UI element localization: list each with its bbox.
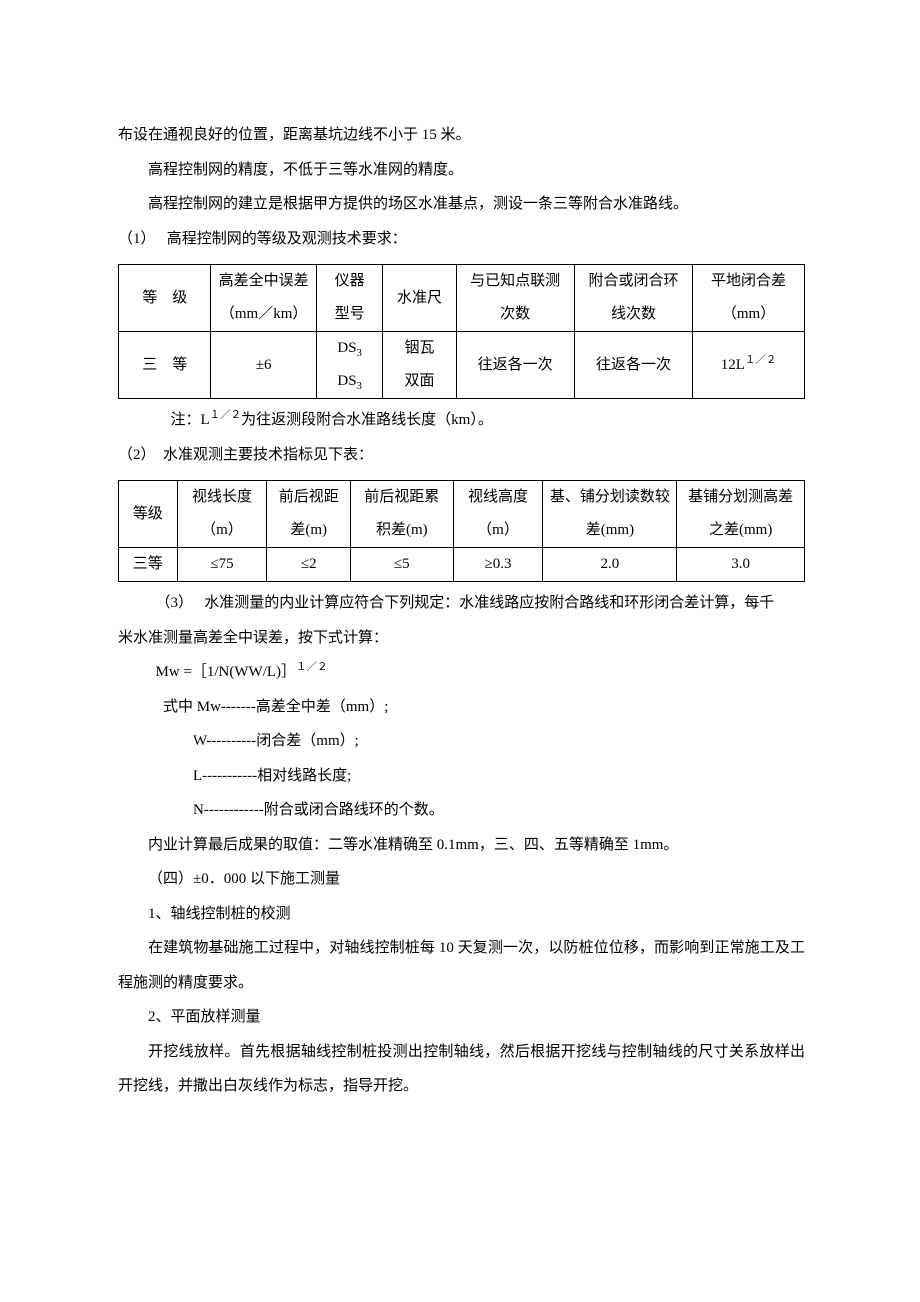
- table-cell: ≤75: [177, 548, 267, 582]
- table-header: 视线高度 （m）: [453, 481, 543, 548]
- cell-line: 型号: [335, 306, 365, 322]
- cell-line: 视线高度: [468, 489, 528, 505]
- table-cell: ±6: [211, 332, 316, 399]
- table-note: 注：L１／２为往返测段附合水准路线长度（km）。: [118, 403, 805, 438]
- cell-line: 铟瓦: [404, 340, 434, 356]
- table-header: 基、铺分划读数较 差(mm): [543, 481, 677, 548]
- definition: 式中 Mw-------高差全中差（mm）;: [118, 690, 805, 725]
- definition: L-----------相对线路长度;: [118, 759, 805, 794]
- cell-line: 线次数: [611, 306, 656, 322]
- table-row: 等 级 高差全中误差 （mm／km） 仪器 型号 水准尺 与已知点联测 次数 附…: [119, 265, 805, 332]
- definition: N------------附合或闭合路线环的个数。: [118, 793, 805, 828]
- table-header: 视线长度 （m）: [177, 481, 267, 548]
- subscript: 3: [357, 381, 362, 392]
- paragraph: 高程控制网的建立是根据甲方提供的场区水准基点，测设一条三等附合水准路线。: [118, 187, 805, 222]
- table-header: 前后视距累 积差(m): [351, 481, 453, 548]
- table-cell: 往返各一次: [456, 332, 574, 399]
- table-header: 高差全中误差 （mm／km）: [211, 265, 316, 332]
- cell-line: DS3: [337, 373, 361, 389]
- cell-line: 附合或闭合环: [588, 273, 678, 289]
- text: DS: [337, 373, 356, 389]
- table-row: 三 等 ±6 DS3 DS3 铟瓦 双面 往返各一次 往返各一次 12L１／２: [119, 332, 805, 399]
- table-cell: ≤2: [267, 548, 351, 582]
- subscript: 3: [357, 348, 362, 359]
- table-cell: ≤5: [351, 548, 453, 582]
- list-number: （1）: [118, 231, 148, 247]
- table-cell: DS3 DS3: [316, 332, 383, 399]
- list-item-1: （1） 高程控制网的等级及观测技术要求：: [118, 222, 805, 257]
- cell-line: 前后视距累: [364, 489, 439, 505]
- cell-line: 差(m): [290, 522, 327, 538]
- table-header: 前后视距 差(m): [267, 481, 351, 548]
- cell-line: 次数: [500, 306, 530, 322]
- list-text: 高程控制网的等级及观测技术要求：: [148, 231, 407, 247]
- paragraph: 内业计算最后成果的取值：二等水准精确至 0.1mm，三、四、五等精确至 1mm。: [118, 828, 805, 863]
- table-cell: 铟瓦 双面: [383, 332, 456, 399]
- superscript: １／２: [210, 410, 242, 421]
- cell-line: （mm／km）: [220, 306, 308, 322]
- table-cell: 2.0: [543, 548, 677, 582]
- cell-line: （m）: [201, 522, 243, 538]
- heading: 1、轴线控制桩的校测: [118, 897, 805, 932]
- cell-line: 基铺分划测高差: [688, 489, 793, 505]
- list-text: 水准观测主要技术指标见下表：: [148, 447, 373, 463]
- table-row: 等级 视线长度 （m） 前后视距 差(m) 前后视距累 积差(m) 视线高度 （…: [119, 481, 805, 548]
- formula: Mw =［1/N(WW/L)］１／２: [118, 655, 805, 690]
- table-2: 等级 视线长度 （m） 前后视距 差(m) 前后视距累 积差(m) 视线高度 （…: [118, 480, 805, 582]
- list-item-2: （2） 水准观测主要技术指标见下表：: [118, 438, 805, 473]
- table-cell: 往返各一次: [574, 332, 692, 399]
- table-header: 附合或闭合环 线次数: [574, 265, 692, 332]
- text: Mw =［1/N(WW/L)］: [156, 664, 297, 680]
- table-cell: 三等: [119, 548, 178, 582]
- heading: （四）±0．000 以下施工测量: [118, 862, 805, 897]
- cell-line: 基、铺分划读数较: [550, 489, 670, 505]
- table-cell: 3.0: [677, 548, 805, 582]
- table-cell: 12L１／２: [693, 332, 805, 399]
- table-header: 等级: [119, 481, 178, 548]
- document-page: 布设在通视良好的位置，距离基坑边线不小于 15 米。 高程控制网的精度，不低于三…: [0, 0, 920, 1302]
- paragraph: 米水准测量高差全中误差，按下式计算：: [118, 621, 805, 656]
- table-1: 等 级 高差全中误差 （mm／km） 仪器 型号 水准尺 与已知点联测 次数 附…: [118, 264, 805, 399]
- cell-line: 高差全中误差: [219, 273, 309, 289]
- superscript: １／２: [745, 355, 777, 366]
- text: 12L: [721, 357, 745, 373]
- cell-line: 与已知点联测: [470, 273, 560, 289]
- superscript: １／２: [296, 662, 328, 673]
- cell-line: DS3: [337, 340, 361, 356]
- text: DS: [337, 340, 356, 356]
- cell-line: （m）: [477, 522, 519, 538]
- heading: 2、平面放样测量: [118, 1000, 805, 1035]
- cell-line: 积差(m): [376, 522, 428, 538]
- text: 为往返测段附合水准路线长度（km）。: [241, 412, 493, 428]
- table-row: 三等 ≤75 ≤2 ≤5 ≥0.3 2.0 3.0: [119, 548, 805, 582]
- table-header: 与已知点联测 次数: [456, 265, 574, 332]
- cell-line: 之差(mm): [709, 522, 772, 538]
- paragraph: 高程控制网的精度，不低于三等水准网的精度。: [118, 153, 805, 188]
- table-header: 等 级: [119, 265, 211, 332]
- list-item-3: （3） 水准测量的内业计算应符合下列规定：水准线路应按附合路线和环形闭合差计算，…: [118, 586, 805, 621]
- text: 注：L: [171, 412, 210, 428]
- table-header: 仪器 型号: [316, 265, 383, 332]
- table-header: 水准尺: [383, 265, 456, 332]
- cell-line: 前后视距: [279, 489, 339, 505]
- paragraph: 布设在通视良好的位置，距离基坑边线不小于 15 米。: [118, 118, 805, 153]
- cell-line: 视线长度: [192, 489, 252, 505]
- cell-line: 差(mm): [586, 522, 634, 538]
- paragraph: 在建筑物基础施工过程中，对轴线控制桩每 10 天复测一次，以防桩位位移，而影响到…: [118, 931, 805, 1000]
- cell-line: （mm）: [722, 306, 775, 322]
- paragraph: 开挖线放样。首先根据轴线控制桩投测出控制轴线，然后根据开挖线与控制轴线的尺寸关系…: [118, 1035, 805, 1104]
- table-header: 基铺分划测高差 之差(mm): [677, 481, 805, 548]
- definition: W----------闭合差（mm）;: [118, 724, 805, 759]
- list-number: （2）: [118, 447, 148, 463]
- cell-line: 平地闭合差: [711, 273, 786, 289]
- table-cell: ≥0.3: [453, 548, 543, 582]
- cell-line: 仪器: [335, 273, 365, 289]
- table-cell: 三 等: [119, 332, 211, 399]
- cell-line: 双面: [404, 373, 434, 389]
- table-header: 平地闭合差 （mm）: [693, 265, 805, 332]
